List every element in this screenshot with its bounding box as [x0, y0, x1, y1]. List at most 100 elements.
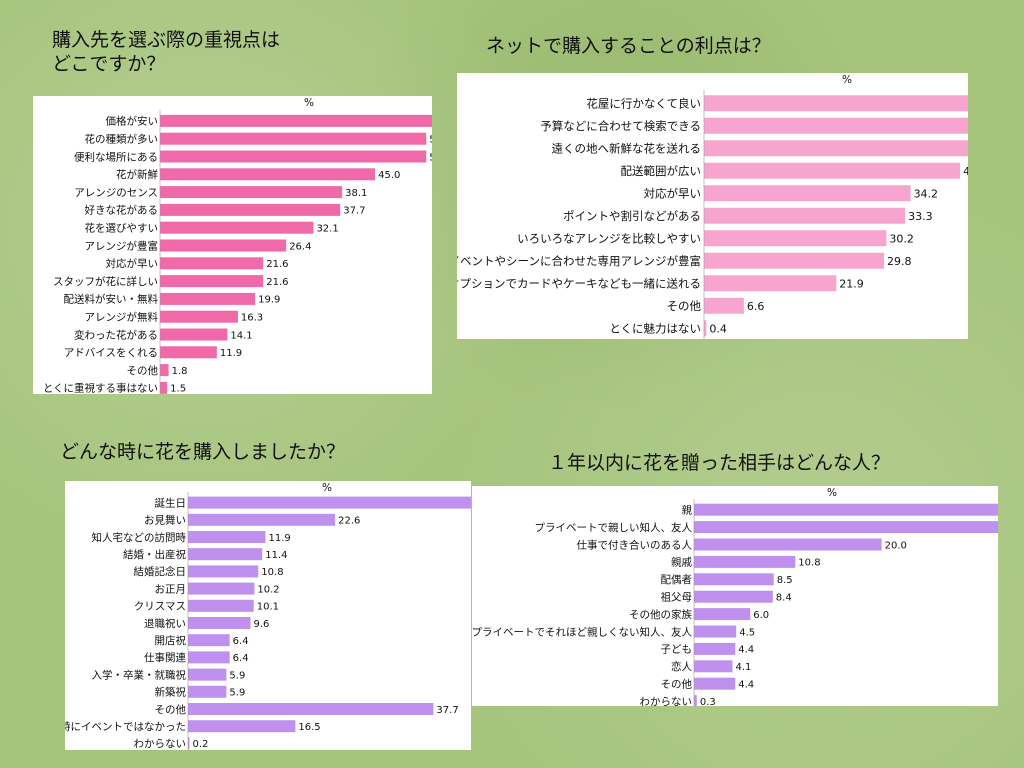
- chart2-category-label: その他: [667, 299, 702, 313]
- chart2-value-label: 34.2: [914, 187, 939, 200]
- chart1-category-label: 変わった花がある: [74, 328, 158, 341]
- chart2-bar: [704, 230, 887, 247]
- chart3-title: どんな時に花を購入しましたか？: [60, 441, 346, 463]
- chart1-bar: [160, 221, 314, 234]
- chart3-category-label: お正月: [155, 583, 187, 595]
- chart3-value-label: 11.4: [265, 550, 287, 561]
- chart1-category-label: 配送料が安い・無料: [64, 293, 159, 306]
- chart1-value-label: 55.7: [429, 152, 432, 163]
- chart2-bar: [704, 95, 968, 112]
- chart4-category-label: 恋人: [671, 660, 692, 673]
- chart2-category-label: 予算などに合わせて検索できる: [540, 119, 701, 133]
- chart1-bar: [160, 203, 341, 216]
- chart3-category-label: クリスマス: [134, 601, 186, 613]
- chart3-value-label: 37.7: [436, 705, 458, 716]
- chart2-category-label: 遠くの地へ新鮮な花を送れる: [552, 141, 702, 155]
- chart2-category-label: 対応が早い: [644, 186, 702, 200]
- chart1-category-label: アレンジが豊富: [85, 239, 159, 252]
- chart3-bar: [188, 651, 230, 664]
- chart3-bar: [188, 703, 434, 715]
- chart3-value-label: 10.2: [257, 584, 279, 595]
- chart1-category-label: とくに重視する事はない: [43, 382, 158, 394]
- chart3-value-label: 16.5: [298, 722, 320, 733]
- chart4-bar: [694, 625, 737, 638]
- chart4-bar: [694, 555, 796, 568]
- chart2-bar: [704, 117, 968, 134]
- chart2-value-label: 21.9: [839, 277, 864, 290]
- chart3-category-label: 誕生日: [155, 496, 187, 509]
- chart1-category-label: スタッフが花に詳しい: [53, 275, 158, 288]
- chart4-bar: [694, 608, 751, 621]
- chart4-value-label: 4.1: [735, 662, 751, 673]
- chart3-bar: [188, 617, 251, 629]
- chart3-bar: [188, 565, 259, 578]
- chart1-category-label: アレンジのセンス: [74, 187, 158, 199]
- chart1-bar: [160, 328, 228, 341]
- chart2-bar: [704, 162, 961, 179]
- chart4-value-label: 8.4: [776, 592, 792, 603]
- chart1-value-label: 16.3: [241, 312, 263, 323]
- chart4-bar: [694, 590, 773, 603]
- chart3-bar: [188, 548, 263, 561]
- chart3-value-label: 9.6: [253, 619, 269, 630]
- chart2-category-label: イベントやシーンに合わせた専用アレンジが豊富: [457, 254, 701, 268]
- chart2-value-label: 33.3: [908, 210, 933, 223]
- chart2-value-label: 6.6: [747, 300, 765, 313]
- chart1-unit-label: %: [304, 97, 314, 109]
- chart1-bar: [160, 168, 376, 181]
- chart3-bar: [188, 668, 227, 681]
- chart3-bar: [188, 582, 255, 595]
- chart3-category-label: 新築祝: [155, 686, 187, 699]
- chart2-title: ネットで購入することの利点は？: [486, 35, 771, 57]
- chart4-value-label: 0.3: [700, 697, 716, 706]
- chart3-category-label: 入学・卒業・就職祝: [92, 668, 187, 681]
- chart4-value-label: 6.0: [753, 610, 769, 621]
- chart4-bar: [694, 503, 998, 516]
- chart3-bar: [188, 531, 266, 543]
- chart3-category-label: その他: [155, 703, 187, 716]
- chart3-bar: [188, 634, 230, 647]
- chart1-value-label: 38.1: [345, 188, 367, 199]
- chart1-category-label: 花の種類が多い: [85, 132, 159, 145]
- chart1-title: 購入先を選ぶ際の重視点は どこですか？: [52, 29, 281, 75]
- chart1-bar: [160, 257, 264, 270]
- chart4-category-label: プライベートでそれほど親しくない知人、友人: [472, 625, 692, 638]
- chart4-category-label: 仕事で付き合いのある人: [577, 538, 693, 551]
- chart3-category-label: 退職祝い: [144, 617, 186, 630]
- chart3-value-label: 6.4: [233, 653, 249, 664]
- chart1-value-label: 21.6: [266, 259, 288, 270]
- chart4-value-label: 8.5: [777, 575, 793, 586]
- chart2-bar: [704, 185, 911, 202]
- chart3-value-label: 11.9: [268, 533, 290, 544]
- chart1-bar: [160, 292, 256, 305]
- chart4-category-label: 親: [682, 503, 693, 516]
- chart2-bar: [704, 320, 707, 337]
- chart2-panel: %花屋に行かなくて良い73.9予算などに合わせて検索できる62.3遠くの地へ新鮮…: [457, 73, 968, 339]
- chart1-svg: %価格が安い58.2花の種類が多い55.7便利な場所にある55.7花が新鮮45.…: [43, 97, 432, 394]
- chart4-category-label: プライベートで親しい知人、友人: [535, 521, 693, 534]
- chart4-bar: [694, 695, 697, 706]
- chart3-category-label: 結婚・出産祝: [123, 548, 186, 561]
- chart2-svg: %花屋に行かなくて良い73.9予算などに合わせて検索できる62.3遠くの地へ新鮮…: [457, 74, 968, 339]
- chart4-category-label: 祖父母: [661, 590, 693, 603]
- chart1-value-label: 55.7: [429, 134, 432, 145]
- chart4-category-label: 配偶者: [661, 573, 693, 586]
- chart2-value-label: 30.2: [889, 232, 914, 245]
- chart3-value-label: 5.9: [229, 688, 245, 699]
- chart2-bar: [704, 207, 906, 224]
- chart3-category-label: 結婚記念日: [134, 565, 187, 578]
- chart3-bar: [188, 685, 227, 698]
- chart3-panel: %誕生日48.6お見舞い22.6知人宅などの訪問時11.9結婚・出産祝11.4結…: [65, 481, 471, 750]
- chart4-bar: [694, 573, 774, 586]
- chart1-panel: %価格が安い58.2花の種類が多い55.7便利な場所にある55.7花が新鮮45.…: [33, 96, 432, 394]
- chart4-bar: [694, 642, 736, 655]
- chart3-bar: [188, 599, 254, 612]
- chart1-value-label: 14.1: [230, 330, 252, 341]
- chart1-category-label: 好きな花がある: [85, 204, 159, 217]
- chart3-value-label: 5.9: [229, 670, 245, 681]
- chart3-category-label: 知人宅などの訪問時: [92, 531, 187, 544]
- chart3-category-label: わからない: [134, 738, 187, 750]
- chart4-unit-label: %: [827, 487, 837, 499]
- chart1-value-label: 37.7: [343, 206, 365, 217]
- chart4-category-label: 親戚: [671, 556, 692, 569]
